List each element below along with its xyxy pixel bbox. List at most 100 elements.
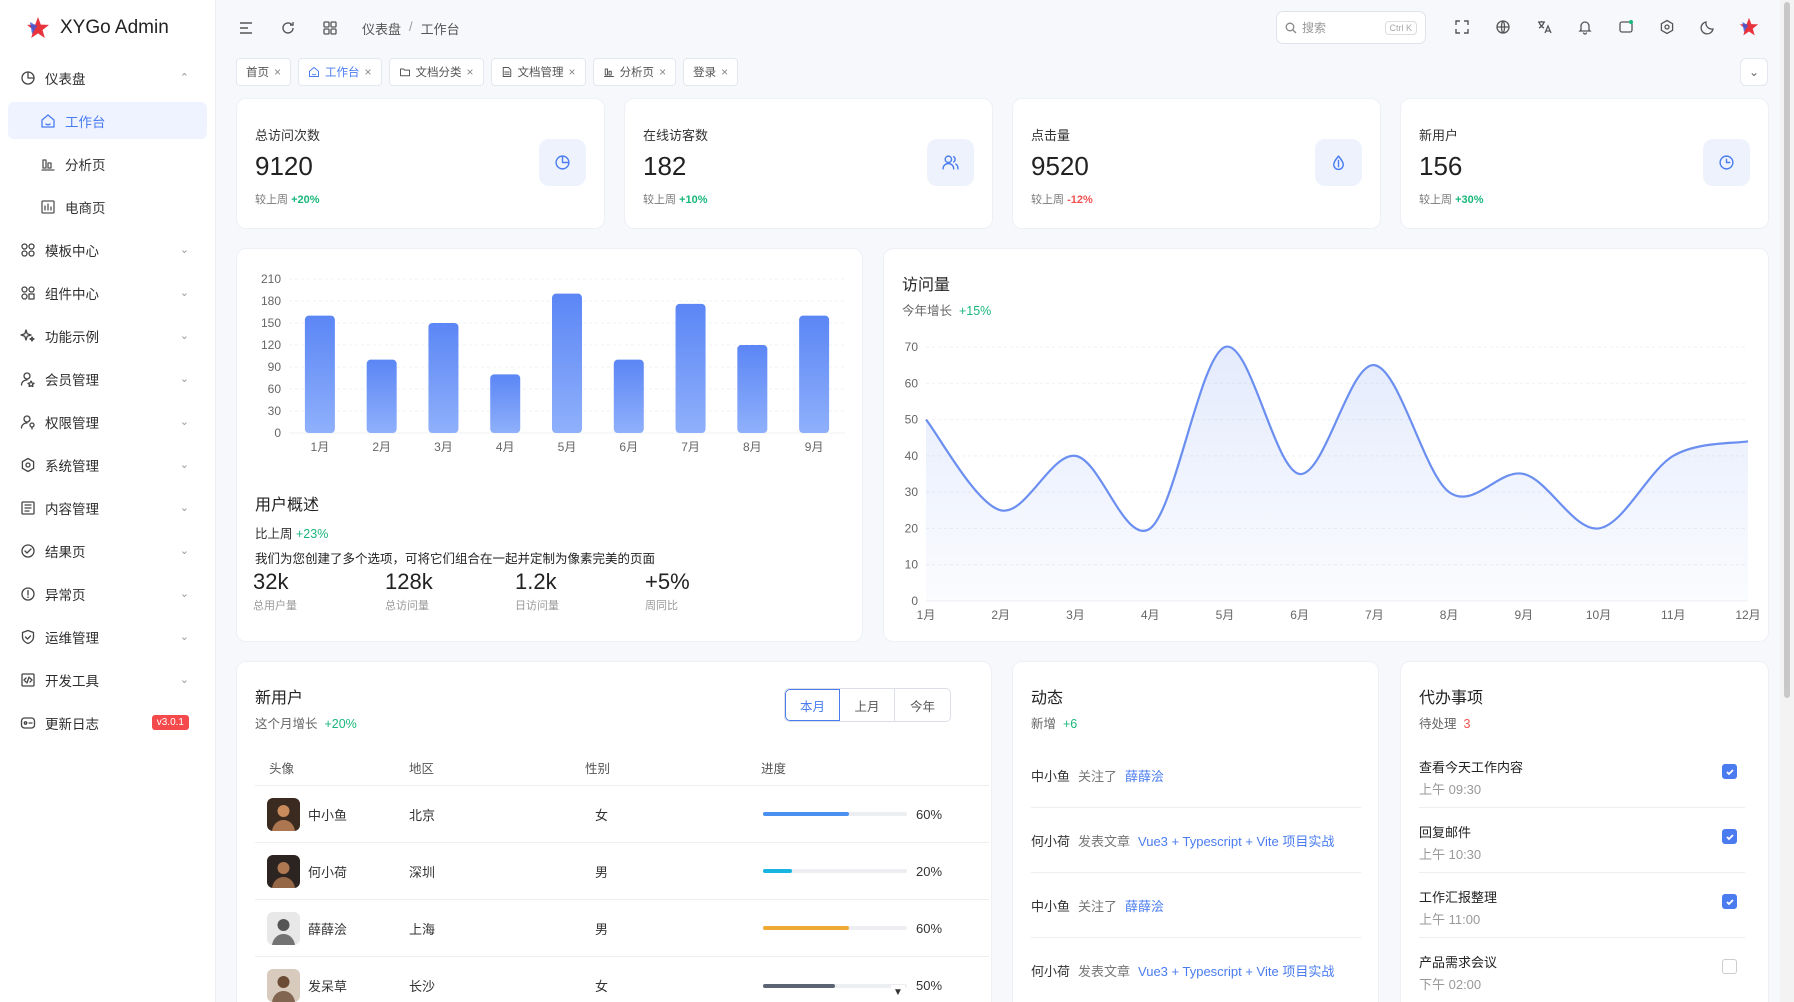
x-tick-label: 4月 bbox=[496, 440, 515, 454]
bar[interactable] bbox=[675, 303, 706, 433]
table-row[interactable]: 发呆草 长沙 女 50% bbox=[255, 957, 989, 1002]
breadcrumb-item[interactable]: 工作台 bbox=[420, 21, 460, 37]
close-icon[interactable]: × bbox=[364, 65, 372, 79]
close-icon[interactable]: × bbox=[568, 65, 576, 79]
scrollbar-thumb[interactable] bbox=[1784, 2, 1790, 698]
apps-grid-icon[interactable] bbox=[320, 18, 340, 38]
bar[interactable] bbox=[490, 374, 521, 433]
bar-chart: 0 30 60 90 120 150 180 210 1月 2月 3月 4月 5月 6月 7月 8月 9月 bbox=[261, 272, 845, 454]
search-input[interactable]: 搜索 Ctrl K bbox=[1276, 11, 1426, 44]
sidebar-item-label: 内容管理 bbox=[45, 501, 99, 517]
sidebar-subitem-2[interactable]: 电商页 bbox=[0, 185, 215, 228]
progress-fill bbox=[763, 983, 835, 988]
table-row[interactable]: 薛薛浍 上海 男 60% bbox=[255, 900, 989, 957]
activity-user[interactable]: 中小鱼 bbox=[1031, 768, 1071, 784]
menu-toggle-icon[interactable] bbox=[236, 18, 256, 38]
sidebar-item-6[interactable]: 系统管理 ⌄ bbox=[0, 443, 215, 486]
close-icon[interactable]: × bbox=[659, 65, 667, 79]
page-scrollbar[interactable] bbox=[1780, 0, 1794, 1002]
activity-target-link[interactable]: Vue3 + Typescript + Vite 项目实战 bbox=[1138, 833, 1335, 849]
sidebar-item-2[interactable]: 组件中心 ⌄ bbox=[0, 271, 215, 314]
globe-icon[interactable] bbox=[1493, 17, 1513, 37]
stat-card: 总访问次数 9120 较上周 +20% bbox=[236, 98, 605, 229]
activity-user[interactable]: 何小荷 bbox=[1031, 833, 1071, 849]
filter-last-month[interactable]: 上月 bbox=[840, 689, 895, 721]
sidebar-subitem-1[interactable]: 分析页 bbox=[0, 142, 215, 185]
bell-icon[interactable] bbox=[1575, 17, 1595, 37]
todo-checkbox[interactable] bbox=[1722, 959, 1737, 974]
progress-bar bbox=[763, 983, 907, 988]
todo-checkbox[interactable] bbox=[1722, 764, 1737, 779]
sidebar-item-7[interactable]: 内容管理 ⌄ bbox=[0, 486, 215, 529]
avatar[interactable] bbox=[1739, 17, 1759, 37]
activity-target-link[interactable]: 薛薛浍 bbox=[1125, 898, 1165, 914]
bar[interactable] bbox=[552, 293, 582, 433]
stat-change-prefix: 较上周 bbox=[255, 194, 288, 206]
sidebar-subitem-0[interactable]: 工作台 bbox=[8, 102, 207, 139]
tab-0[interactable]: 首页 × bbox=[236, 58, 292, 86]
table-row[interactable]: 何小荷 深圳 男 20% bbox=[255, 843, 989, 900]
users-icon bbox=[927, 139, 974, 186]
todo-checkbox[interactable] bbox=[1722, 829, 1737, 844]
chat-icon[interactable] bbox=[1616, 17, 1636, 37]
tab-2[interactable]: 文档分类 × bbox=[388, 58, 484, 86]
stat-change: 较上周 +10% bbox=[643, 191, 708, 207]
settings-icon[interactable] bbox=[1657, 17, 1677, 37]
activity-user[interactable]: 何小荷 bbox=[1031, 963, 1071, 979]
tab-5[interactable]: 登录 × bbox=[683, 58, 739, 86]
app-logo[interactable]: XYGo Admin bbox=[0, 0, 215, 56]
sidebar-item-11[interactable]: 开发工具 ⌄ bbox=[0, 658, 215, 701]
sidebar-item-12[interactable]: 更新日志 v3.0.1 bbox=[0, 701, 215, 744]
close-icon[interactable]: × bbox=[721, 65, 729, 79]
fullscreen-icon[interactable] bbox=[1452, 17, 1472, 37]
stat-value: 182 bbox=[643, 151, 687, 181]
todo-subtitle-value: 3 bbox=[1463, 717, 1471, 731]
user-progress: 20% bbox=[763, 843, 942, 899]
x-tick-label: 6月 bbox=[1290, 608, 1309, 622]
activity-target-link[interactable]: 薛薛浍 bbox=[1125, 768, 1165, 784]
todo-checkbox[interactable] bbox=[1722, 894, 1737, 909]
close-icon[interactable]: × bbox=[466, 65, 474, 79]
stat-change-value: +10% bbox=[679, 194, 708, 206]
bar[interactable] bbox=[428, 323, 459, 433]
activity-target-link[interactable]: Vue3 + Typescript + Vite 项目实战 bbox=[1138, 963, 1335, 979]
tab-1[interactable]: 工作台 × bbox=[298, 58, 382, 86]
sidebar-item-label: 功能示例 bbox=[45, 329, 99, 345]
filter-this-year[interactable]: 今年 bbox=[909, 699, 935, 714]
bar[interactable] bbox=[304, 315, 335, 433]
sidebar-item-8[interactable]: 结果页 ⌄ bbox=[0, 529, 215, 572]
overview-metric-value: 32k bbox=[253, 569, 289, 594]
series-line[interactable] bbox=[925, 345, 1749, 532]
activity-user[interactable]: 中小鱼 bbox=[1031, 898, 1071, 914]
tab-bar: 首页 × 工作台 × 文档分类 × 文档管理 × 分析页 × 登录 × bbox=[236, 58, 1768, 86]
bar[interactable] bbox=[366, 359, 397, 433]
sidebar-item-10[interactable]: 运维管理 ⌄ bbox=[0, 615, 215, 658]
tab-4[interactable]: 分析页 × bbox=[592, 58, 677, 86]
tabs-dropdown-button[interactable]: ⌄ bbox=[1740, 58, 1768, 86]
bar[interactable] bbox=[613, 359, 644, 433]
table-row[interactable]: 中小鱼 北京 女 60% bbox=[255, 786, 989, 843]
bar[interactable] bbox=[737, 345, 768, 433]
sidebar-item-9[interactable]: 异常页 ⌄ bbox=[0, 572, 215, 615]
user-gender: 女 bbox=[595, 807, 609, 823]
sidebar-item-1[interactable]: 模板中心 ⌄ bbox=[0, 228, 215, 271]
sidebar-item-5[interactable]: 权限管理 ⌄ bbox=[0, 400, 215, 443]
refresh-icon[interactable] bbox=[278, 18, 298, 38]
sidebar-item-0[interactable]: 仪表盘 ⌃ bbox=[0, 56, 215, 99]
filter-this-month[interactable]: 本月 bbox=[785, 689, 840, 721]
progress-bar bbox=[763, 812, 907, 816]
activity-subtitle-prefix: 新增 bbox=[1031, 717, 1057, 731]
tab-3[interactable]: 文档管理 × bbox=[490, 58, 586, 86]
bar[interactable] bbox=[799, 315, 830, 433]
close-icon[interactable]: × bbox=[274, 65, 282, 79]
user-name: 中小鱼 bbox=[308, 807, 348, 823]
analysis-icon bbox=[603, 66, 615, 78]
overview-metric: +5% 周同比 bbox=[645, 569, 765, 613]
translate-icon[interactable] bbox=[1534, 17, 1554, 37]
sidebar-item-3[interactable]: 功能示例 ⌄ bbox=[0, 314, 215, 357]
moon-icon[interactable] bbox=[1698, 17, 1718, 37]
sidebar-item-4[interactable]: 会员管理 ⌄ bbox=[0, 357, 215, 400]
star-logo-icon bbox=[27, 17, 49, 38]
chevron-down-icon: ⌄ bbox=[179, 502, 189, 514]
breadcrumb-item[interactable]: 仪表盘 bbox=[362, 21, 402, 37]
